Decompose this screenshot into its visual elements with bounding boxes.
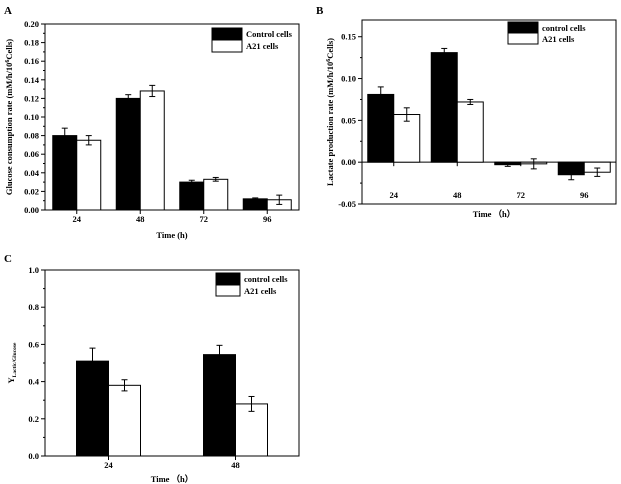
panel-a-letter: A xyxy=(4,5,12,17)
panel-a-legend: Control cells A21 cells xyxy=(211,27,293,53)
panel-a-y-axis: 0.00 0.02 0.04 0.06 0.08 0.10 0.12 0.14 0.16 0.18… xyxy=(24,19,45,215)
panel-b-legend-swatch-a21 xyxy=(507,32,539,45)
panel-c-bar xyxy=(108,384,141,457)
panel-b-bar xyxy=(456,101,484,163)
panel-a-y-tick-label: 0.14 xyxy=(24,75,40,85)
panel-b-legend-label-a21: A21 cells xyxy=(542,34,575,44)
panel-c-legend-label-control: control cells xyxy=(244,274,288,284)
panel-b-y-tick-label: 0.15 xyxy=(341,32,356,42)
panel-b-y-tick-label: 0.10 xyxy=(341,74,356,84)
panel-a-y-tick-label: 0.12 xyxy=(24,93,39,103)
panel-b-legend-swatch-control xyxy=(507,21,539,34)
panel-a-y-tick-label: 0.06 xyxy=(24,149,39,159)
panel-c-x-axis: 24 48 xyxy=(104,456,240,470)
panel-b-bars xyxy=(362,47,616,181)
panel-b-bar xyxy=(367,93,395,163)
panel-c-y-tick-label: 1.0 xyxy=(28,265,39,275)
panel-a-y-tick-label: 0.20 xyxy=(24,19,39,29)
panel-c-x-tick-label: 24 xyxy=(104,460,113,470)
panel-a-y-axis-title: Glucose consumption rate (mM/h/106Cells) xyxy=(4,39,14,195)
panel-b-legend-label-control: control cells xyxy=(542,23,586,33)
panel-a-x-tick-label: 48 xyxy=(136,214,145,224)
panel-a-y-tick-label: 0.02 xyxy=(24,186,39,196)
panel-b-x-tick-label: 72 xyxy=(517,190,526,200)
panel-b-x-tick-label: 24 xyxy=(390,190,399,200)
panel-a-bar xyxy=(52,135,78,211)
panel-a-legend-swatch-control xyxy=(211,27,243,41)
panel-b-y-tick-label: 0.05 xyxy=(341,115,356,125)
panel-a-y-tick-label: 0.18 xyxy=(24,38,39,48)
panel-c-x-tick-label: 48 xyxy=(231,460,240,470)
panel-b-y-tick-label: 0.00 xyxy=(341,157,356,167)
panel-b-y-tick-label: -0.05 xyxy=(338,199,356,209)
panel-c-y-tick-label: 0.2 xyxy=(28,414,39,424)
panel-c-legend: control cells A21 cells xyxy=(215,272,288,297)
panel-b-bar xyxy=(393,114,421,163)
panel-a-y-tick-label: 0.08 xyxy=(24,131,39,141)
panel-c-y-axis: 0.0 0.2 0.4 0.6 0.8 1.0 xyxy=(28,265,45,461)
panel-c-y-tick-label: 0.0 xyxy=(28,451,39,461)
panel-a-y-tick-label: 0.10 xyxy=(24,112,39,122)
panel-c-bars xyxy=(76,344,268,457)
panel-a-y-tick-label: 0.00 xyxy=(24,205,39,215)
panel-a-x-tick-label: 24 xyxy=(73,214,82,224)
panel-c-bar xyxy=(235,403,268,457)
panel-c-y-tick-label: 0.8 xyxy=(28,302,39,312)
panel-b-legend: control cells A21 cells xyxy=(507,21,586,45)
panel-b-y-axis-title: Lactate production rate (mM/h/106Cells) xyxy=(325,38,335,186)
panel-c-bar xyxy=(76,360,109,457)
panel-a-bar xyxy=(76,139,102,211)
panel-c-legend-swatch-a21 xyxy=(215,284,241,297)
panel-a-x-tick-label: 72 xyxy=(200,214,209,224)
panel-a-bar xyxy=(115,97,141,211)
panel-c: C 0.0 0.2 0.4 0.6 0.8 1.0 24 48 control cells … xyxy=(4,253,300,484)
panel-a-bars xyxy=(52,84,292,211)
panel-b-x-axis-title: Time （h） xyxy=(473,209,516,219)
panel-a: A 0.000.020.040.060.080.100.120.140.160.… xyxy=(4,5,300,240)
panel-a-legend-swatch-a21 xyxy=(211,39,243,53)
panel-c-x-axis-title: Time （h） xyxy=(151,474,194,484)
panel-b-x-tick-label: 96 xyxy=(580,190,589,200)
panel-a-bar xyxy=(203,178,229,211)
panel-b-letter: B xyxy=(316,5,324,17)
panel-c-legend-swatch-control xyxy=(215,272,241,285)
panel-a-bar xyxy=(139,90,165,211)
panel-a-x-axis-title: Time (h) xyxy=(156,230,187,240)
panel-b-plot-frame xyxy=(361,19,617,205)
panel-a-legend-label-a21: A21 cells xyxy=(246,41,279,51)
panel-c-y-axis-title: YLactic/Glucose xyxy=(6,342,18,384)
panel-a-y-tick-label: 0.16 xyxy=(24,56,39,66)
panel-a-bar xyxy=(179,181,205,211)
panel-a-x-tick-label: 96 xyxy=(263,214,272,224)
panel-b-y-axis: -0.05 0.00 0.05 0.10 0.15 xyxy=(338,32,362,209)
panel-a-bar xyxy=(242,198,268,211)
panel-c-y-tick-label: 0.6 xyxy=(28,339,39,349)
panel-c-y-tick-label: 0.4 xyxy=(28,377,39,387)
panel-a-legend-label-control: Control cells xyxy=(246,29,293,39)
panel-b-x-tick-label: 48 xyxy=(453,190,462,200)
panel-a-y-tick-label: 0.04 xyxy=(24,168,40,178)
panel-b: B -0.05 0.00 0.05 0.10 0.15 24 48 72 96 control… xyxy=(316,5,617,219)
panel-c-letter: C xyxy=(4,253,12,265)
panel-b-bar xyxy=(430,52,458,163)
panel-c-legend-label-a21: A21 cells xyxy=(244,286,277,296)
panel-c-bar xyxy=(203,354,236,457)
panel-a-x-axis: 24 48 72 96 xyxy=(73,210,272,224)
